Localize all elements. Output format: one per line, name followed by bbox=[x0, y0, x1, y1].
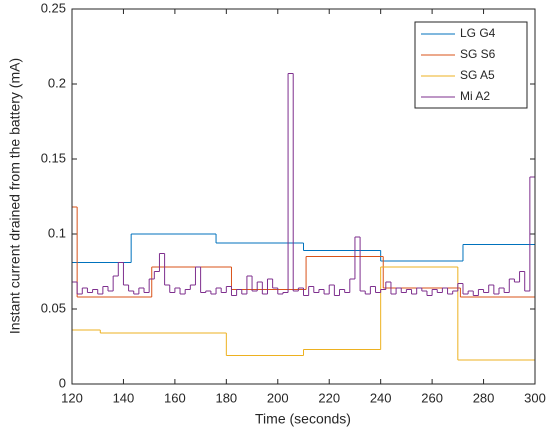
series bbox=[72, 266, 536, 384]
step-riser bbox=[76, 73, 531, 296]
legend-label: LG G4 bbox=[460, 26, 496, 40]
step-riser bbox=[130, 234, 464, 263]
legend-label: SG S6 bbox=[460, 47, 496, 61]
y-axis-label: Instant current drained from the battery… bbox=[7, 58, 23, 334]
legend-box bbox=[414, 21, 528, 109]
y-tick-label: 0.2 bbox=[48, 75, 66, 90]
y-tick-label: 0.15 bbox=[41, 150, 66, 165]
y-tick-label: 0 bbox=[59, 375, 66, 390]
x-tick-label: 300 bbox=[524, 390, 546, 405]
legend-label: Mi A2 bbox=[460, 89, 490, 103]
y-tick-label: 0.05 bbox=[41, 300, 66, 315]
legend-label: SG A5 bbox=[460, 68, 495, 82]
step-riser bbox=[99, 267, 536, 384]
x-tick-label: 220 bbox=[318, 390, 340, 405]
series bbox=[72, 206, 535, 298]
x-tick-label: 140 bbox=[113, 390, 135, 405]
x-tick-label: 280 bbox=[473, 390, 495, 405]
plot-frame bbox=[71, 8, 536, 385]
series bbox=[72, 73, 535, 296]
step-riser bbox=[76, 207, 461, 297]
x-tick-label: 180 bbox=[215, 390, 237, 405]
x-tick-label: 240 bbox=[370, 390, 392, 405]
y-tick-label: 0.25 bbox=[41, 0, 66, 15]
x-tick-label: 120 bbox=[61, 390, 83, 405]
x-tick-label: 260 bbox=[421, 390, 443, 405]
x-tick-label: 200 bbox=[267, 390, 289, 405]
x-axis-label: Time (seconds) bbox=[255, 411, 351, 427]
x-tick-label: 160 bbox=[164, 390, 186, 405]
series bbox=[72, 233, 535, 263]
y-tick-label: 0.1 bbox=[48, 225, 66, 240]
